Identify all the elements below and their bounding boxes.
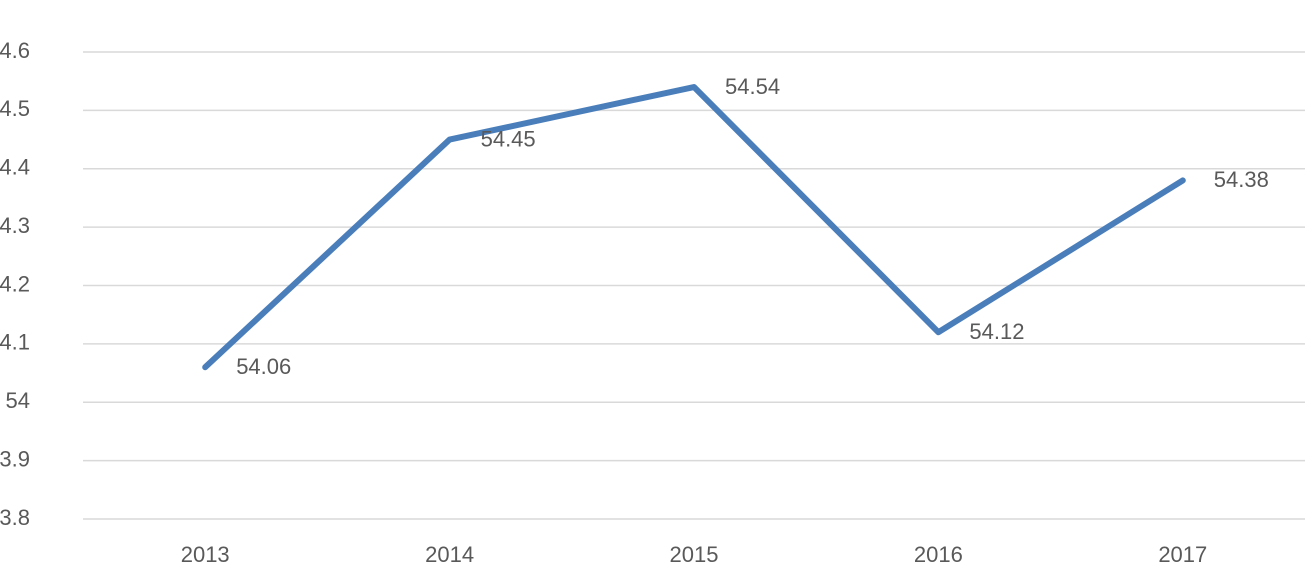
- y-tick-label: 54.3: [0, 213, 30, 238]
- data-label: 54.45: [481, 126, 536, 151]
- x-tick-label: 2016: [914, 542, 963, 567]
- data-label: 54.38: [1214, 167, 1269, 192]
- y-tick-label: 54.1: [0, 330, 30, 355]
- y-tick-label: 54.5: [0, 96, 30, 121]
- x-tick-label: 2013: [181, 542, 230, 567]
- y-tick-label: 54.2: [0, 271, 30, 296]
- x-tick-label: 2017: [1158, 542, 1207, 567]
- data-label: 54.06: [236, 354, 291, 379]
- x-tick-label: 2015: [670, 542, 719, 567]
- y-tick-label: 53.9: [0, 446, 30, 471]
- x-tick-label: 2014: [425, 542, 474, 567]
- y-tick-label: 54.6: [0, 38, 30, 63]
- line: [202, 84, 1186, 371]
- y-tick-label: 53.8: [0, 505, 30, 530]
- data-label: 54.54: [725, 74, 780, 99]
- data-label: 54.12: [969, 319, 1024, 344]
- y-tick-label: 54.4: [0, 155, 30, 180]
- y-tick-label: 54: [6, 388, 30, 413]
